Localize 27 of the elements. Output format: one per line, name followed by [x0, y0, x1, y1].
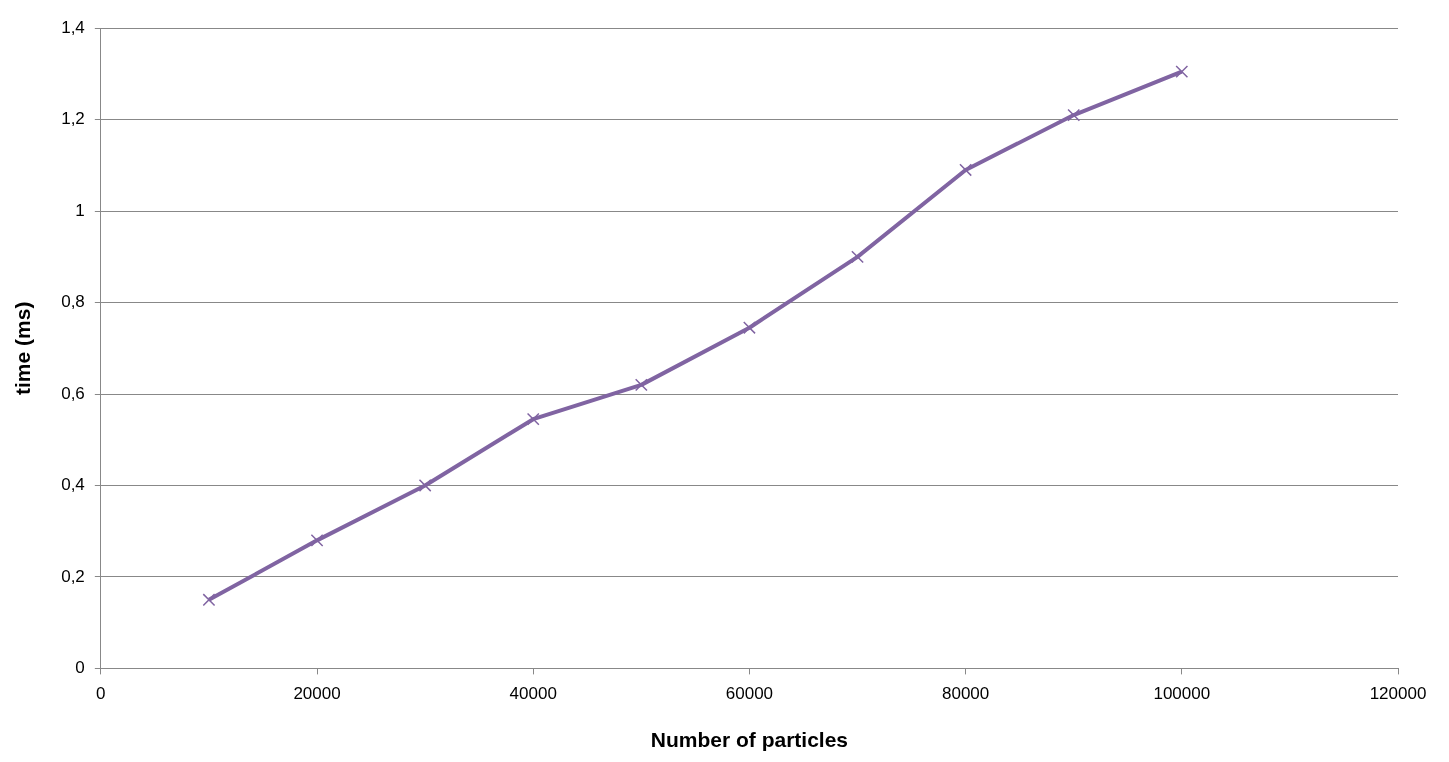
point: [310, 533, 324, 547]
x-tick-label: 40000: [509, 684, 557, 704]
y-axis-title: time (ms): [11, 301, 35, 395]
y-tick-label: 0: [75, 658, 85, 678]
y-tick-label: 0,6: [61, 383, 85, 403]
point: [418, 479, 432, 492]
x-axis-title: Number of particles: [650, 728, 849, 752]
point: [851, 250, 864, 264]
x-tick-label: 80000: [941, 684, 990, 704]
x-tick-label: 120000: [1369, 684, 1427, 704]
y-tick-label: 1,4: [61, 17, 85, 37]
point: [634, 378, 648, 392]
y-tick-label: 1,2: [61, 109, 85, 129]
point: [202, 593, 216, 607]
point: [1175, 65, 1189, 79]
x-tick-label: 20000: [293, 684, 341, 704]
point: [526, 412, 540, 426]
y-tick-label: 0,8: [61, 292, 85, 312]
point: [1067, 108, 1081, 122]
y-tick-label: 0,2: [61, 566, 85, 586]
point: [743, 321, 756, 335]
x-tick-label: 0: [96, 684, 106, 704]
y-tick-label: 0,4: [61, 475, 85, 495]
x-tick-label: 60000: [725, 684, 774, 704]
point: [959, 163, 973, 177]
y-tick-label: 1: [75, 200, 85, 220]
x-tick-label: 100000: [1153, 684, 1211, 704]
